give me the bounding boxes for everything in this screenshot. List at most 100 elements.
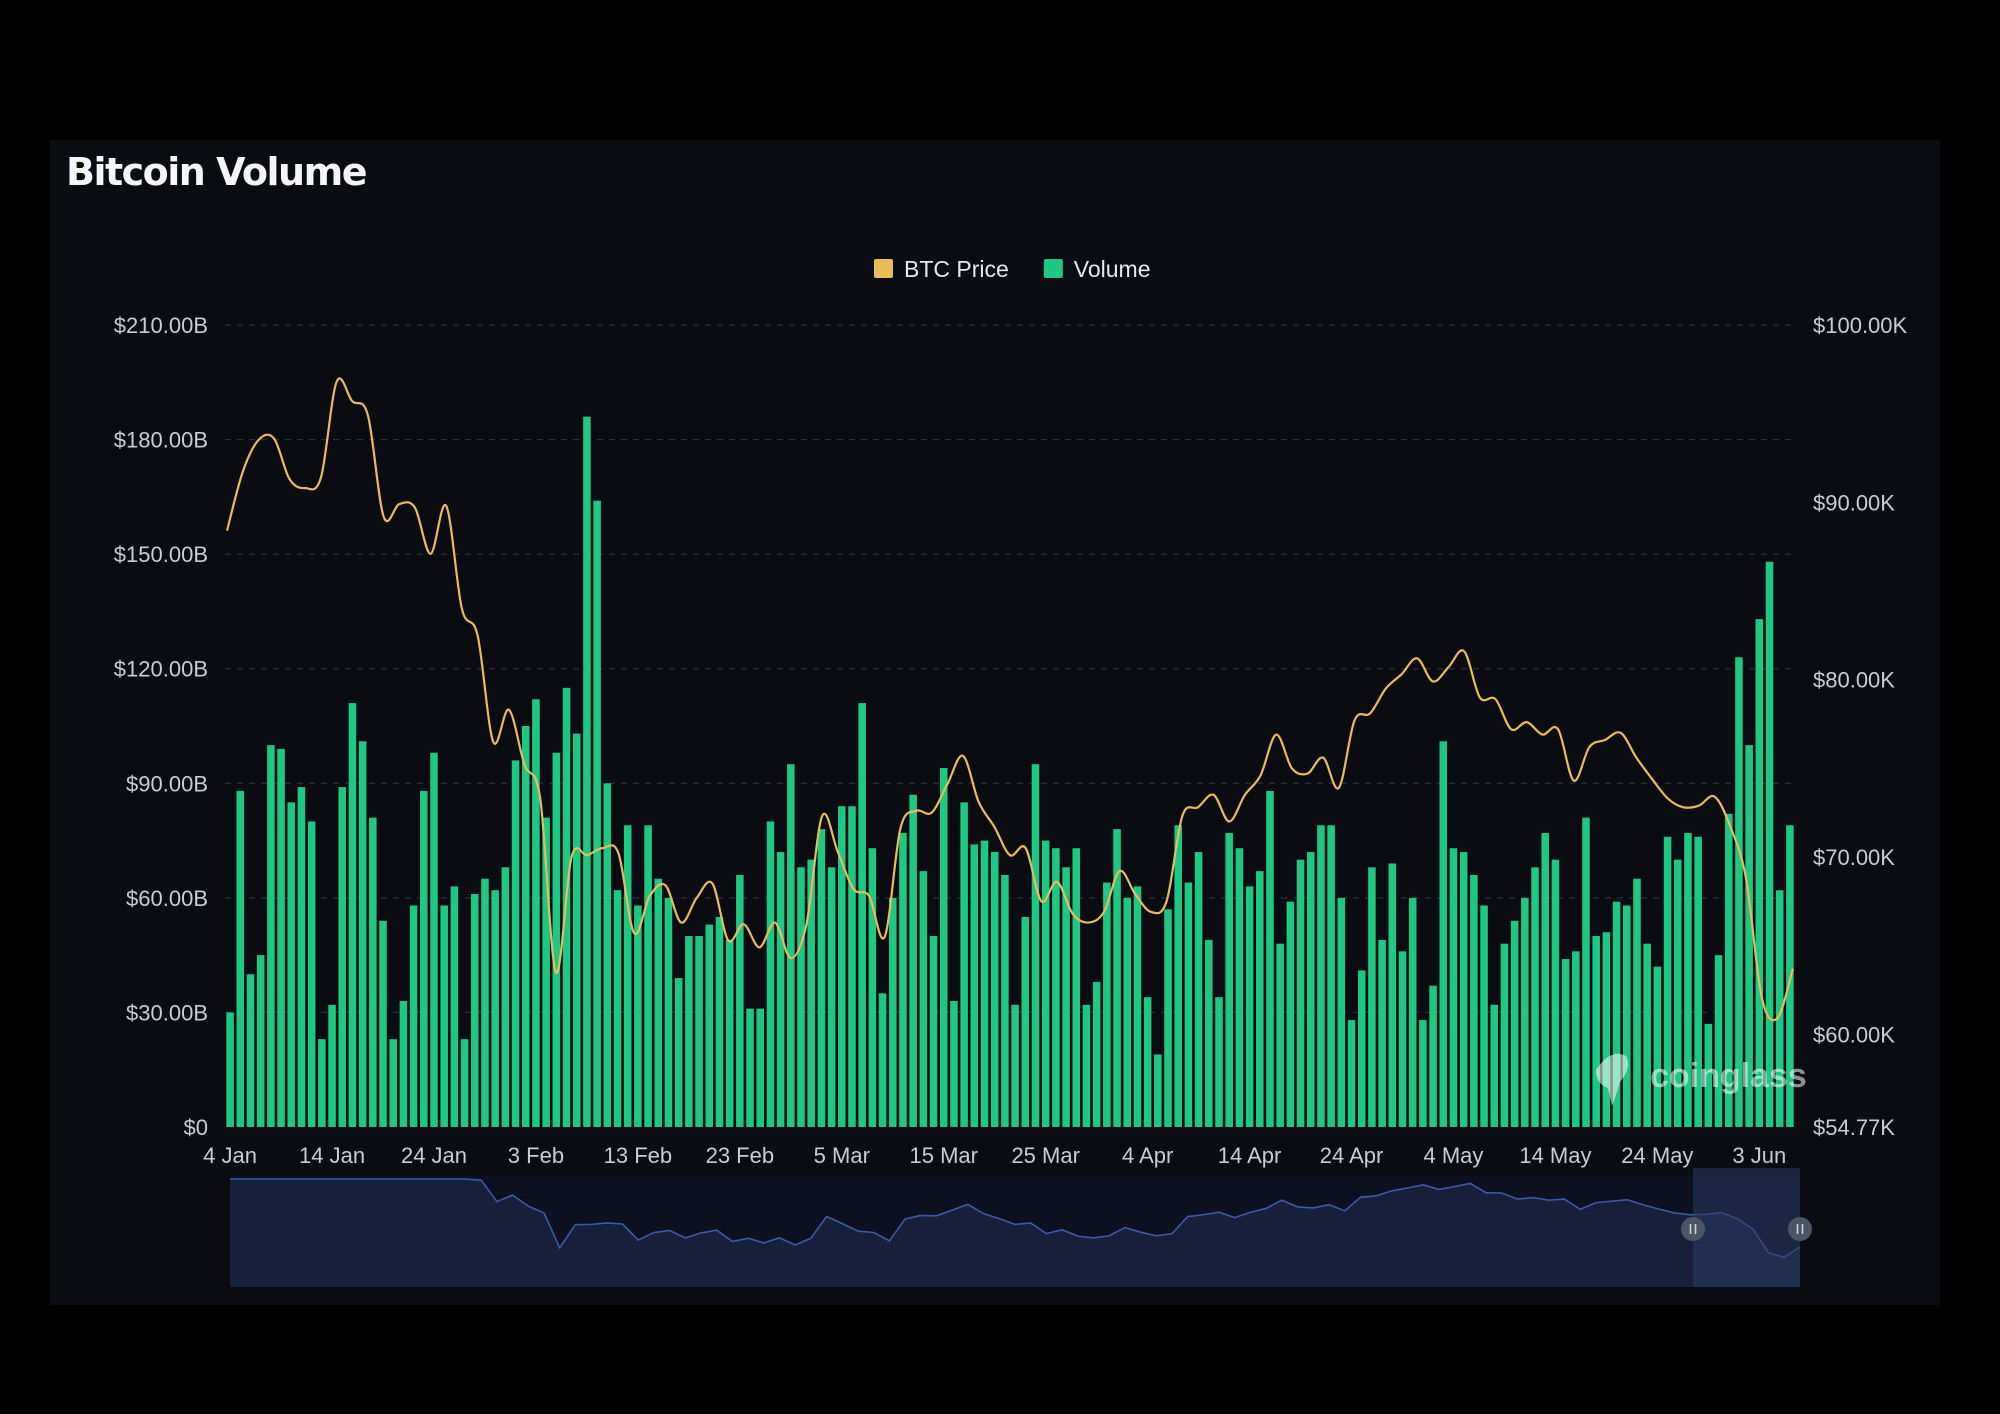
navigator-handle[interactable] xyxy=(1788,1217,1812,1241)
volume-bar xyxy=(1592,936,1600,1127)
volume-bar xyxy=(1123,897,1132,1127)
volume-bar xyxy=(1092,981,1101,1127)
volume-bar xyxy=(664,897,673,1127)
volume-bar xyxy=(1327,825,1335,1127)
volume-bar xyxy=(1357,970,1366,1127)
volume-bar xyxy=(695,936,703,1127)
volume-bar xyxy=(980,840,989,1127)
left-tick-label: $0 xyxy=(184,1115,208,1140)
x-tick-label: 3 Feb xyxy=(508,1143,564,1168)
volume-bar xyxy=(1215,997,1223,1127)
volume-bar xyxy=(471,894,479,1127)
volume-bar xyxy=(226,1012,234,1127)
volume-bar xyxy=(1612,901,1621,1127)
x-tick-label: 24 Jan xyxy=(401,1143,467,1168)
volume-bar xyxy=(1490,1004,1499,1127)
navigator-area xyxy=(230,1179,1800,1287)
volume-bar xyxy=(1143,997,1152,1127)
volume-bar xyxy=(817,829,826,1127)
coinglass-logo-icon xyxy=(1596,1053,1628,1106)
x-tick-label: 4 Jan xyxy=(203,1143,257,1168)
volume-bar xyxy=(1154,1054,1162,1127)
volume-bar xyxy=(572,733,581,1127)
volume-bar xyxy=(807,859,815,1127)
volume-bar xyxy=(705,924,714,1127)
volume-bar xyxy=(787,764,795,1127)
volume-bar xyxy=(929,936,938,1127)
volume-bar xyxy=(1113,829,1121,1127)
navigator-selection[interactable] xyxy=(1693,1168,1800,1287)
volume-bar xyxy=(838,806,846,1127)
range-navigator[interactable] xyxy=(230,1168,1812,1287)
volume-bar xyxy=(746,1008,754,1127)
left-axis-labels: $0 $30.00B $60.00B $90.00B $120.00B $150.00B $… xyxy=(114,313,208,1140)
x-tick-label: 13 Feb xyxy=(604,1143,673,1168)
right-tick-label: $80.00K xyxy=(1813,668,1895,693)
volume-bar xyxy=(1408,897,1417,1127)
left-tick-label: $210.00B xyxy=(114,313,208,338)
volume-bar xyxy=(236,790,245,1127)
volume-bar xyxy=(460,1039,469,1127)
volume-bar xyxy=(1378,939,1386,1127)
legend-label: Volume xyxy=(1074,256,1151,282)
volume-bar xyxy=(430,752,438,1127)
price-line[interactable] xyxy=(225,377,1795,1022)
volume-bar xyxy=(1429,985,1437,1127)
volume-bar xyxy=(1245,886,1254,1127)
volume-bar xyxy=(603,783,612,1127)
volume-bar xyxy=(715,916,724,1127)
volume-bar xyxy=(1602,932,1611,1127)
volume-bar xyxy=(1164,909,1172,1127)
volume-bar xyxy=(990,852,999,1127)
volume-bar xyxy=(1001,874,1009,1127)
volume-bar xyxy=(613,890,622,1127)
volume-bar xyxy=(1673,859,1682,1127)
volume-bar xyxy=(1470,874,1478,1127)
volume-bar xyxy=(1296,859,1305,1127)
volume-bar xyxy=(1653,966,1662,1127)
x-tick-label: 14 Apr xyxy=(1218,1143,1282,1168)
volume-bar xyxy=(1643,943,1651,1127)
x-tick-label: 23 Feb xyxy=(706,1143,775,1168)
legend: BTC Price Volume xyxy=(874,256,1151,282)
volume-bar xyxy=(1765,561,1774,1127)
x-tick-label: 3 Jun xyxy=(1732,1143,1786,1168)
volume-bar xyxy=(1174,825,1182,1127)
left-tick-label: $120.00B xyxy=(114,657,208,682)
volume-bar xyxy=(1684,832,1692,1127)
volume-bar xyxy=(1480,905,1488,1127)
volume-bar xyxy=(1439,741,1448,1127)
volume-bar xyxy=(277,748,285,1127)
volume-bar xyxy=(481,878,489,1127)
volume-bar xyxy=(399,1000,408,1127)
volume-bar xyxy=(409,905,418,1127)
volume-bar xyxy=(1551,859,1560,1127)
volume-bar xyxy=(256,955,265,1127)
volume-bar xyxy=(1021,916,1030,1127)
navigator-handle[interactable] xyxy=(1681,1217,1705,1241)
volume-bar xyxy=(562,687,571,1127)
volume-bar xyxy=(1735,657,1743,1127)
volume-bar xyxy=(674,978,683,1127)
volume-bar xyxy=(1235,848,1244,1127)
volume-bar xyxy=(450,886,459,1127)
volume-bar xyxy=(1419,1020,1427,1127)
btc-price-line[interactable] xyxy=(225,377,1795,1022)
volume-bar xyxy=(593,500,601,1128)
volume-bar xyxy=(1531,867,1539,1127)
volume-bar xyxy=(1398,951,1407,1127)
right-tick-label: $54.77K xyxy=(1813,1115,1895,1140)
volume-bar xyxy=(1225,832,1233,1127)
volume-bar xyxy=(1388,863,1397,1127)
volume-bar xyxy=(369,817,377,1127)
volume-bar xyxy=(1347,1020,1356,1127)
volume-bar xyxy=(827,867,836,1127)
volume-bar xyxy=(1510,920,1519,1127)
x-tick-label: 14 May xyxy=(1519,1143,1591,1168)
legend-swatch xyxy=(874,259,893,278)
volume-bar xyxy=(1704,1023,1713,1127)
volume-bar xyxy=(1623,905,1631,1127)
left-tick-label: $180.00B xyxy=(114,428,208,453)
volume-bar xyxy=(939,768,948,1127)
